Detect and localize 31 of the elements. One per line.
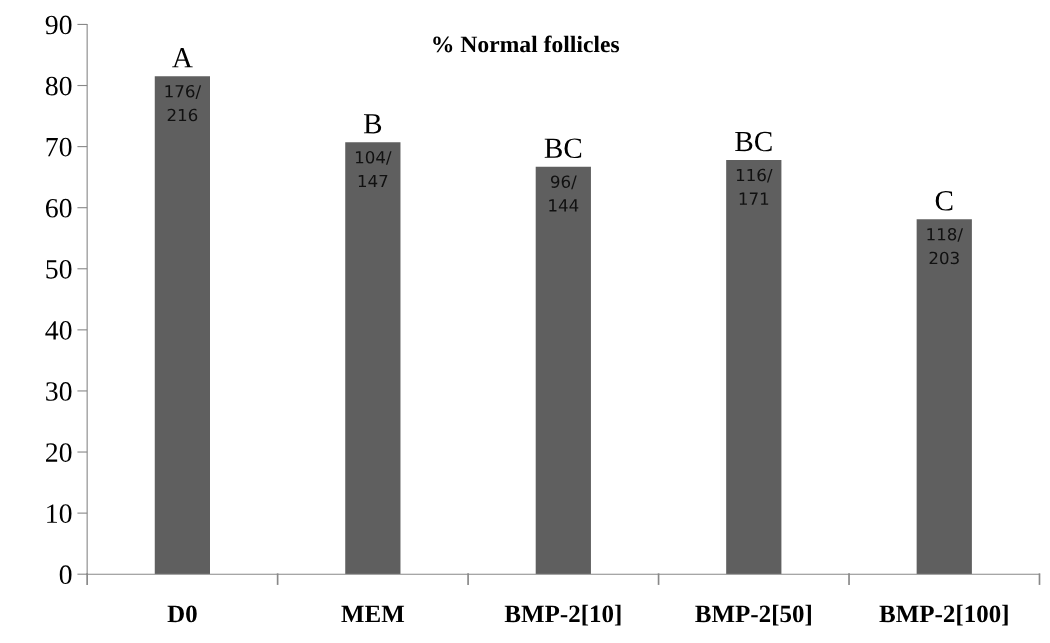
bar (154, 76, 210, 575)
x-tick-label: BMP-2[100] (879, 604, 1008, 626)
bar (345, 142, 401, 575)
annotation: A (172, 48, 193, 68)
y-tick-label: 30 (46, 382, 72, 401)
y-tick-label: 20 (46, 443, 72, 462)
annotation: BC (544, 138, 582, 159)
annotation: BC (735, 131, 772, 152)
bar (726, 160, 782, 575)
chart-title: % Normal follicles (433, 35, 620, 53)
x-tick-label: BMP-2[50] (695, 604, 811, 626)
x-tick-label: BMP-2[10] (504, 604, 621, 626)
y-tick-label: 10 (47, 504, 72, 524)
y-tick-label: 40 (45, 321, 72, 340)
data-label: 118/ 203 (927, 227, 963, 265)
bar (535, 166, 591, 575)
x-tick-label: D0 (167, 605, 197, 623)
annotation: B (363, 114, 382, 134)
data-label: 176/ 216 (165, 84, 202, 122)
x-tick-label: MEM (341, 605, 405, 623)
bar (916, 219, 972, 575)
y-tick-label: 80 (45, 76, 72, 96)
y-tick-label: 60 (45, 198, 72, 218)
data-label: 96/ 144 (549, 175, 579, 212)
annotation: C (935, 190, 953, 211)
data-label: 116/ 171 (736, 168, 773, 205)
y-tick-label: 90 (45, 15, 72, 35)
data-label: 104/ 147 (355, 150, 392, 188)
y-tick-label: 70 (46, 137, 72, 157)
y-tick-label: 0 (59, 565, 72, 585)
y-tick-label: 50 (46, 259, 72, 279)
